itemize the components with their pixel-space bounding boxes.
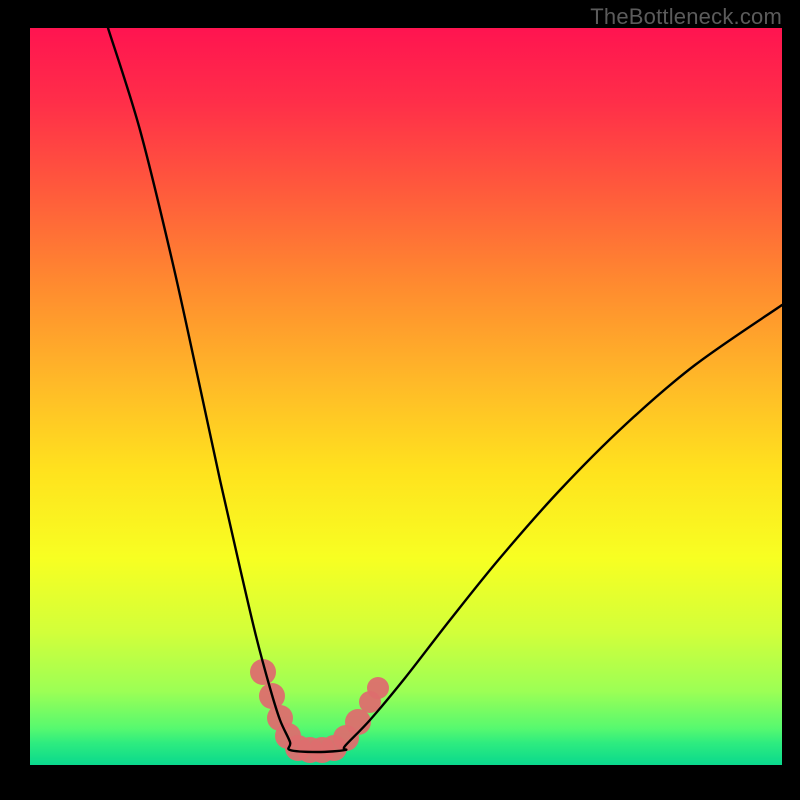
marker-dot [367, 677, 389, 699]
chart-wrap: TheBottleneck.com [0, 0, 800, 800]
attribution-label: TheBottleneck.com [590, 4, 782, 30]
chart-svg [0, 0, 800, 800]
